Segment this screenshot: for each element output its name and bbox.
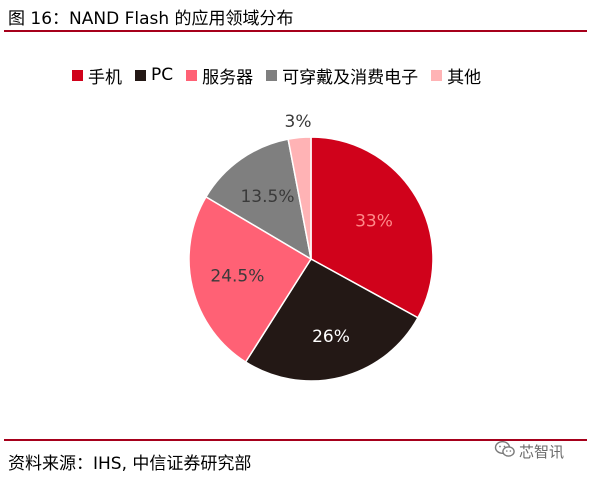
pie-slice: [287, 136, 312, 260]
legend-item: 其他: [431, 63, 481, 88]
legend-item: 服务器: [186, 63, 253, 88]
legend-swatch: [135, 69, 146, 81]
chart-title: 图 16：NAND Flash 的应用领域分布: [8, 9, 294, 29]
pie-data-label: 26%: [312, 327, 350, 347]
legend-swatch: [266, 69, 278, 81]
pie-data-label: 13.5%: [240, 187, 294, 207]
pie-slice: [244, 258, 419, 382]
legend-item: PC: [135, 65, 173, 85]
pie-data-label: 24.5%: [210, 267, 264, 287]
source-note: 资料来源：IHS, 中信证券研究部: [8, 454, 252, 474]
legend-item: 手机: [72, 63, 122, 88]
legend-label: PC: [151, 65, 174, 85]
pie-data-label: 3%: [285, 112, 312, 132]
pie-data-label: 33%: [355, 212, 393, 232]
legend-swatch: [186, 69, 198, 81]
legend-label: 可穿戴及消费电子: [282, 67, 419, 88]
footer-divider: [4, 439, 587, 441]
wechat-icon: [494, 440, 516, 462]
legend-item: 可穿戴及消费电子: [266, 63, 418, 88]
pie-slice: [188, 195, 313, 364]
pie-slice: [310, 136, 434, 319]
legend-label: 手机: [88, 67, 122, 88]
watermark: 芯智讯: [494, 440, 564, 462]
pie-slice: [204, 138, 313, 261]
legend-swatch: [431, 69, 443, 81]
legend-label: 服务器: [202, 67, 254, 88]
chart-legend: 手机 PC 服务器 可穿戴及消费电子 其他: [72, 63, 481, 88]
watermark-label: 芯智讯: [519, 442, 565, 461]
legend-swatch: [72, 69, 83, 81]
legend-label: 其他: [447, 67, 482, 88]
title-divider: [4, 30, 587, 32]
